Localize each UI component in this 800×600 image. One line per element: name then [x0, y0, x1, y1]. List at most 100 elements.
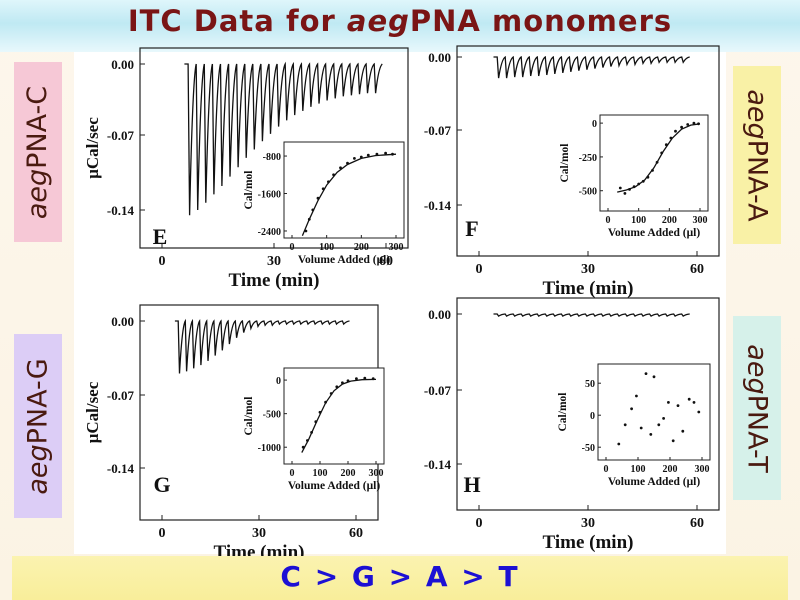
inset-data-point [644, 372, 648, 375]
inset-data-point [327, 180, 330, 184]
inset-G: 0 100 200 300 0 -500 -1000 Volume Added (μl) Cal… [243, 367, 385, 492]
inset-data-point [667, 401, 670, 404]
inset-data-point [692, 401, 696, 404]
inset-data-point [346, 379, 350, 383]
thermogram-trace [493, 55, 690, 79]
inset-data-point [617, 442, 621, 446]
y-axis-label: μCal/sec [83, 381, 102, 443]
inset-E: 0 100 200 300 -800 -1600 -2400 Volume Added (μl… [243, 141, 405, 266]
inset-data-point [655, 160, 659, 164]
inset-x-tick-label: 300 [695, 464, 710, 475]
inset-data-point [321, 187, 325, 191]
panel-H: 0.00 -0.07 -0.14 0 30 60 Time (min) H 0 100 200 300… [424, 297, 720, 553]
inset-data-point [332, 173, 335, 177]
inset-data-point [676, 404, 680, 407]
inset-data-point [359, 155, 363, 159]
inset-data-point [307, 217, 311, 221]
inset-F: 0 100 200 300 0 -250 -500 Volume Added (μl) Cal/… [559, 114, 709, 239]
inset-frame [283, 141, 405, 239]
inset-y-tick-label: -50 [582, 443, 595, 454]
inset-y-tick-label: -500 [263, 410, 281, 421]
inset-data-point [301, 445, 305, 449]
inset-y-tick-label: -1000 [258, 443, 281, 454]
thermogram-trace [493, 313, 690, 317]
inset-data-point [329, 392, 333, 395]
inset-x-tick-label: 200 [354, 242, 369, 253]
page-title: ITC Data for aegPNA monomers [0, 4, 800, 38]
inset-y-tick-label: 50 [585, 379, 595, 390]
inset-y-tick-label: 0 [276, 376, 281, 387]
inset-data-point [651, 169, 654, 172]
y-tick-label: -0.14 [107, 203, 135, 218]
inset-x-tick-label: 0 [290, 468, 295, 479]
inset-x-tick-label: 100 [631, 215, 646, 226]
inset-y-tick-label: -250 [579, 153, 597, 164]
y-tick-label: -0.07 [424, 383, 452, 398]
inset-data-point [697, 122, 700, 126]
inset-data-point [697, 410, 701, 414]
inset-data-point [310, 431, 313, 434]
inset-x-tick-label: 0 [604, 464, 609, 475]
inset-data-point [669, 136, 673, 140]
inset-x-tick-label: 300 [389, 242, 404, 253]
inset-data-point [652, 375, 656, 379]
inset-data-point [649, 433, 653, 436]
panel-letter: G [153, 472, 170, 497]
thermogram-trace [184, 61, 383, 216]
inset-data-point [306, 439, 309, 442]
inset-y-label: Cal/mol [559, 144, 571, 183]
inset-data-point [692, 121, 696, 125]
inset-data-point [363, 376, 367, 380]
thermogram-trace [174, 318, 350, 374]
inset-data-point [318, 410, 322, 414]
x-tick-label: 60 [690, 262, 704, 277]
inset-fit-line [617, 123, 701, 193]
inset-y-label: Cal/mol [243, 171, 255, 210]
inset-data-point [680, 125, 683, 129]
inset-data-point [353, 157, 356, 160]
inset-x-tick-label: 200 [662, 215, 677, 226]
panel-F: 0.00 -0.07 -0.14 0 30 60 Time (min) F 0 100 200 300… [424, 45, 720, 299]
inset-data-point [314, 420, 318, 424]
inset-x-tick-label: 100 [631, 464, 646, 475]
y-tick-label: 0.00 [428, 307, 451, 322]
inset-x-tick-label: 300 [369, 468, 384, 479]
title-prefix: ITC Data for [127, 4, 347, 38]
x-axis-label: Time (min) [229, 270, 320, 291]
x-tick-label: 0 [476, 262, 483, 277]
inset-data-point [623, 423, 627, 427]
inset-y-tick-label: -500 [579, 187, 597, 198]
inset-data-point [632, 185, 636, 189]
inset-x-label: Volume Added (μl) [288, 480, 381, 492]
inset-data-point [304, 229, 308, 233]
inset-data-point [346, 161, 349, 165]
panel-E: 0.00 -0.07 -0.14 0 30 60 Time (min) μCal/sec E 0 1… [83, 47, 409, 291]
side-label-pna-t: aegPNA-T [733, 316, 781, 500]
inset-y-tick-label: 0 [590, 411, 595, 422]
binding-order: C > G > A > T [280, 560, 520, 593]
inset-y-tick-label: -1600 [258, 190, 281, 201]
inset-data-point [630, 407, 633, 411]
inset-data-point [391, 152, 394, 156]
inset-data-point [324, 400, 327, 404]
inset-fit-line [301, 153, 397, 236]
side-label-pna-g: aegPNA-G [14, 334, 62, 518]
inset-data-point [618, 186, 622, 190]
inset-x-tick-label: 100 [319, 242, 334, 253]
inset-frame [283, 367, 385, 465]
inset-data-point [641, 179, 645, 183]
y-tick-label: 0.00 [111, 57, 134, 72]
inset-x-tick-label: 300 [693, 215, 708, 226]
x-tick-label: 0 [159, 526, 166, 541]
inset-x-label: Volume Added (μl) [298, 254, 391, 266]
inset-data-point [384, 151, 387, 155]
inset-data-point [646, 175, 650, 179]
y-tick-label: -0.14 [424, 457, 452, 472]
inset-data-point [686, 123, 690, 126]
inset-data-point [355, 377, 358, 381]
x-tick-label: 30 [581, 262, 595, 277]
panel-letter: H [463, 472, 480, 497]
panel-letter: F [465, 216, 478, 241]
panel-letter: E [153, 224, 168, 249]
